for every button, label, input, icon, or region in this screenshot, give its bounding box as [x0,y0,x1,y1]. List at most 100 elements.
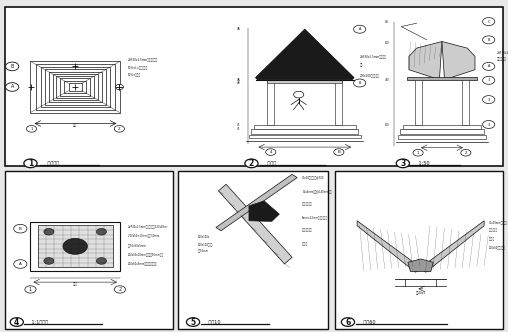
Text: 钢管焊接格栅: 钢管焊接格栅 [497,58,506,62]
Text: 2#F30x1.5mm钢管焊接格栅: 2#F30x1.5mm钢管焊接格栅 [128,58,158,62]
Bar [60,78,90,96]
Text: 3: 3 [488,98,490,102]
Bar [397,135,487,139]
Text: 3: 3 [400,159,405,168]
Text: A: A [11,84,14,90]
Polygon shape [218,184,292,264]
Circle shape [396,159,409,168]
Circle shape [354,25,366,33]
Circle shape [334,149,344,155]
Bar [5,7,503,166]
Text: 1:1平面图: 1:1平面图 [30,319,48,325]
Text: 总宽: 总宽 [73,123,77,127]
Bar [402,125,482,129]
Text: 角铝40x3: 角铝40x3 [416,290,426,294]
Text: 0.8: 0.8 [385,20,389,24]
Text: 总宽度: 总宽度 [73,283,78,287]
Bar [56,76,94,98]
Text: 200x50铝方管格栅: 200x50铝方管格栅 [489,245,506,249]
Polygon shape [216,174,297,231]
Text: B: B [488,38,490,42]
Circle shape [483,36,495,44]
Text: B: B [19,227,22,231]
Circle shape [461,149,471,156]
Text: A: A [19,262,22,266]
Text: 3: 3 [488,78,490,82]
Bar [41,67,110,107]
Text: 15x4mm钢条@140mm间隔: 15x4mm钢条@140mm间隔 [302,189,332,193]
Circle shape [14,224,27,233]
Polygon shape [442,42,475,80]
Circle shape [266,149,276,155]
Bar [49,72,102,102]
Bar [335,80,342,125]
Circle shape [10,318,23,326]
Text: 2: 2 [249,159,254,168]
Circle shape [483,18,495,26]
Polygon shape [408,259,433,272]
Text: 1: 1 [29,287,32,292]
Text: 4A: 4A [237,27,241,31]
Text: 2: 2 [464,151,467,155]
Circle shape [26,125,37,132]
Circle shape [115,84,123,90]
Text: 30x20防腐木椽子@300: 30x20防腐木椽子@300 [302,176,325,180]
Bar [251,129,358,134]
Bar [400,129,484,134]
Bar [36,64,115,110]
Polygon shape [249,201,279,221]
Text: A: A [359,27,361,31]
Circle shape [483,121,495,128]
Circle shape [6,62,19,71]
Bar [254,125,356,129]
Text: 1:50: 1:50 [417,161,429,166]
Text: 临：加工: 临：加工 [302,242,308,246]
Circle shape [24,159,37,168]
Circle shape [245,159,258,168]
Text: 30x20mm防腐木条: 30x20mm防腐木条 [489,220,508,224]
Text: 结构胶粘接固定: 结构胶粘接固定 [302,202,313,206]
Bar [30,61,120,113]
Text: 200x100铝方管: 200x100铝方管 [198,242,213,246]
Text: 2: 2 [118,127,121,131]
Text: 4B: 4B [237,81,241,85]
Bar [30,221,120,271]
Bar [249,135,361,138]
Bar [45,69,106,105]
Circle shape [354,79,366,87]
Text: 200: 200 [385,41,390,45]
Text: 2: 2 [118,287,121,292]
Bar [267,80,342,83]
Bar [69,83,82,91]
Bar [38,225,113,267]
Circle shape [97,228,107,235]
Circle shape [25,286,36,293]
Text: 1: 1 [30,127,33,131]
Text: 支撑加固结构: 支撑加固结构 [489,229,498,233]
Text: 10%×L=铰链接合板: 10%×L=铰链接合板 [128,65,148,69]
Bar [53,74,98,100]
Circle shape [97,258,107,264]
Text: 屋顶平面: 屋顶平面 [46,161,59,166]
Bar [178,171,328,329]
Text: 1: 1 [417,151,419,155]
Text: A: A [488,64,490,68]
Polygon shape [423,221,484,272]
Polygon shape [409,42,442,80]
Text: 角钢50x50x5mm: 角钢50x50x5mm [128,243,146,247]
Text: C: C [488,20,490,24]
Text: 5mm×12mm防腐木条钢片: 5mm×12mm防腐木条钢片 [302,215,328,219]
Text: 规格50mm: 规格50mm [198,249,209,253]
Bar [5,171,173,329]
Circle shape [44,228,54,235]
Text: 200x50x5mm铝条格栅均匀布置: 200x50x5mm铝条格栅均匀布置 [128,262,157,266]
Text: 5: 5 [190,317,196,327]
Text: 45: 45 [237,127,240,131]
Text: 详图10: 详图10 [207,319,221,325]
Circle shape [483,96,495,104]
Circle shape [114,286,125,293]
Text: 2#F30x1.5mm钢管焊接格栅120x60m²: 2#F30x1.5mm钢管焊接格栅120x60m² [128,224,168,228]
Text: 4: 4 [14,317,19,327]
Circle shape [341,318,355,326]
Text: 450: 450 [385,78,390,82]
